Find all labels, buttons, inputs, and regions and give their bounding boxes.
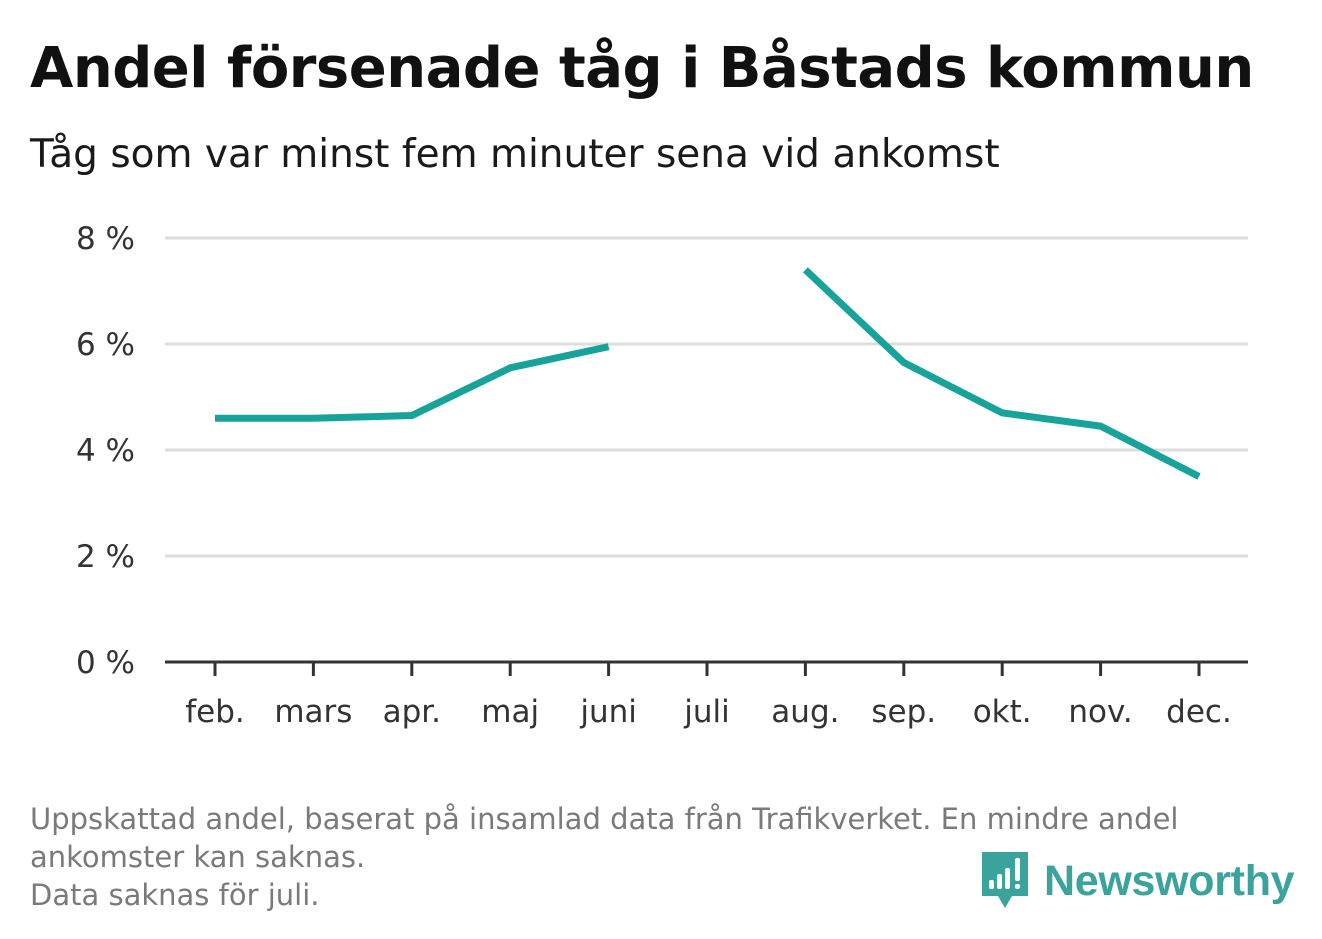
x-tick-label: mars <box>274 694 352 730</box>
chart-title: Andel försenade tåg i Båstads kommun <box>30 36 1254 101</box>
series-lines <box>215 267 1201 480</box>
footnote-line-2: ankomster kan saknas. <box>30 840 366 874</box>
x-tick-label: nov. <box>1068 694 1132 730</box>
x-tick-label: okt. <box>973 694 1032 730</box>
x-tick-label: aug. <box>771 694 839 730</box>
newsworthy-chart-icon <box>982 852 1028 908</box>
x-tick-label: maj <box>481 694 539 730</box>
y-axis-labels: 0 % 2 % 4 % 6 % 8 % <box>76 221 135 681</box>
y-tick-label: 2 % <box>76 539 135 575</box>
series-line-segment <box>802 267 1201 480</box>
y-tick-label: 0 % <box>76 645 135 681</box>
y-tick-label: 8 % <box>76 221 135 257</box>
logo-text: Newsworthy <box>1044 856 1295 905</box>
x-tick-label: dec. <box>1166 694 1232 730</box>
x-axis <box>165 660 1248 676</box>
footnote: Uppskattad andel, baserat på insamlad da… <box>30 800 1290 914</box>
x-axis-labels: feb. mars apr. maj juni juli aug. sep. okt. nov. d… <box>185 694 1232 730</box>
y-tick-label: 4 % <box>76 433 135 469</box>
y-tick-label: 6 % <box>76 327 135 363</box>
x-tick-label: juni <box>579 694 637 730</box>
gridlines <box>165 236 1248 558</box>
series-line-segment <box>215 343 610 422</box>
x-tick-label: juli <box>683 694 730 730</box>
x-tick-label: apr. <box>383 694 441 730</box>
newsworthy-logo: Newsworthy <box>980 850 1295 912</box>
x-tick-label: feb. <box>185 694 245 730</box>
x-tick-label: sep. <box>871 694 936 730</box>
footnote-line-1: Uppskattad andel, baserat på insamlad da… <box>30 802 1179 836</box>
footnote-line-3: Data saknas för juli. <box>30 878 320 912</box>
line-chart: 0 % 2 % 4 % 6 % 8 % feb. mars apr. maj juni juli a… <box>76 221 1248 730</box>
chart-subtitle: Tåg som var minst fem minuter sena vid a… <box>30 132 1000 177</box>
